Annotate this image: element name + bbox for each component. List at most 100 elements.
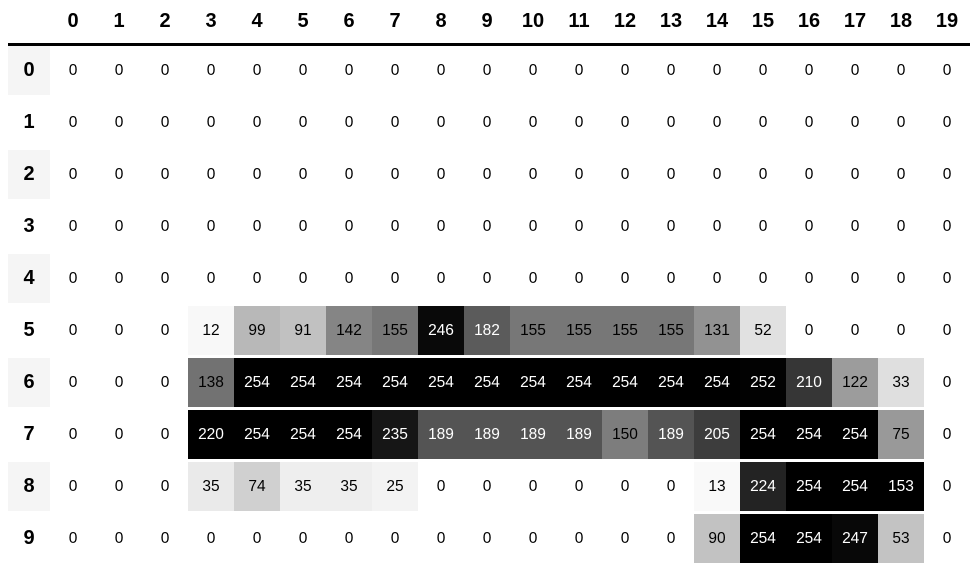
row-header-4: 4 bbox=[8, 252, 50, 306]
heatmap-cell-r2-c16: 0 bbox=[786, 148, 832, 202]
heatmap-cell-r0-c2: 0 bbox=[142, 44, 188, 98]
heatmap-cell-r3-c11: 0 bbox=[556, 200, 602, 254]
heatmap-cell-r6-c0: 0 bbox=[50, 356, 96, 410]
heatmap-cell-r6-c6: 254 bbox=[326, 356, 372, 410]
heatmap-cell-r6-c17: 122 bbox=[832, 356, 878, 410]
heatmap-cell-r1-c3: 0 bbox=[188, 96, 234, 150]
heatmap-cell-r2-c9: 0 bbox=[464, 148, 510, 202]
heatmap-cell-r2-c18: 0 bbox=[878, 148, 924, 202]
heatmap-cell-r5-c15: 52 bbox=[740, 304, 786, 358]
heatmap-cell-r1-c17: 0 bbox=[832, 96, 878, 150]
heatmap-cell-r7-c7: 235 bbox=[372, 408, 418, 462]
heatmap-cell-r9-c16: 254 bbox=[786, 512, 832, 566]
heatmap-cell-r6-c11: 254 bbox=[556, 356, 602, 410]
heatmap-cell-r0-c5: 0 bbox=[280, 44, 326, 98]
heatmap-cell-r3-c8: 0 bbox=[418, 200, 464, 254]
heatmap-cell-r2-c2: 0 bbox=[142, 148, 188, 202]
heatmap-cell-r6-c19: 0 bbox=[924, 356, 970, 410]
heatmap-cell-r0-c17: 0 bbox=[832, 44, 878, 98]
heatmap-cell-r4-c15: 0 bbox=[740, 252, 786, 306]
heatmap-cell-r8-c5: 35 bbox=[280, 460, 326, 514]
heatmap-cell-r1-c6: 0 bbox=[326, 96, 372, 150]
column-header-8: 8 bbox=[418, 0, 464, 46]
heatmap-cell-r6-c15: 252 bbox=[740, 356, 786, 410]
heatmap-cell-r8-c0: 0 bbox=[50, 460, 96, 514]
heatmap-cell-r4-c9: 0 bbox=[464, 252, 510, 306]
heatmap-cell-r9-c4: 0 bbox=[234, 512, 280, 566]
row-header-2: 2 bbox=[8, 148, 50, 202]
heatmap-cell-r9-c11: 0 bbox=[556, 512, 602, 566]
heatmap-cell-r1-c4: 0 bbox=[234, 96, 280, 150]
heatmap-cell-r5-c11: 155 bbox=[556, 304, 602, 358]
heatmap-cell-r2-c17: 0 bbox=[832, 148, 878, 202]
heatmap-cell-r5-c7: 155 bbox=[372, 304, 418, 358]
heatmap-cell-r2-c3: 0 bbox=[188, 148, 234, 202]
heatmap-cell-r2-c19: 0 bbox=[924, 148, 970, 202]
heatmap-cell-r6-c4: 254 bbox=[234, 356, 280, 410]
heatmap-cell-r9-c1: 0 bbox=[96, 512, 142, 566]
heatmap-cell-r6-c10: 254 bbox=[510, 356, 556, 410]
heatmap-cell-r7-c18: 75 bbox=[878, 408, 924, 462]
heatmap-cell-r2-c6: 0 bbox=[326, 148, 372, 202]
column-header-16: 16 bbox=[786, 0, 832, 46]
heatmap-cell-r5-c4: 99 bbox=[234, 304, 280, 358]
heatmap-cell-r0-c9: 0 bbox=[464, 44, 510, 98]
heatmap-cell-r2-c4: 0 bbox=[234, 148, 280, 202]
heatmap-cell-r0-c6: 0 bbox=[326, 44, 372, 98]
heatmap-cell-r1-c16: 0 bbox=[786, 96, 832, 150]
heatmap-cell-r9-c2: 0 bbox=[142, 512, 188, 566]
column-header-10: 10 bbox=[510, 0, 556, 46]
heatmap-cell-r7-c11: 189 bbox=[556, 408, 602, 462]
column-header-7: 7 bbox=[372, 0, 418, 46]
heatmap-cell-r1-c18: 0 bbox=[878, 96, 924, 150]
heatmap-cell-r5-c0: 0 bbox=[50, 304, 96, 358]
heatmap-cell-r6-c12: 254 bbox=[602, 356, 648, 410]
heatmap-cell-r9-c6: 0 bbox=[326, 512, 372, 566]
heatmap-cell-r5-c13: 155 bbox=[648, 304, 694, 358]
heatmap-cell-r7-c1: 0 bbox=[96, 408, 142, 462]
heatmap-cell-r9-c9: 0 bbox=[464, 512, 510, 566]
heatmap-cell-r8-c18: 153 bbox=[878, 460, 924, 514]
row-header-5: 5 bbox=[8, 304, 50, 358]
heatmap-cell-r8-c14: 13 bbox=[694, 460, 740, 514]
heatmap-cell-r1-c10: 0 bbox=[510, 96, 556, 150]
heatmap-cell-r5-c9: 182 bbox=[464, 304, 510, 358]
heatmap-cell-r8-c7: 25 bbox=[372, 460, 418, 514]
heatmap-cell-r2-c12: 0 bbox=[602, 148, 648, 202]
heatmap-cell-r7-c2: 0 bbox=[142, 408, 188, 462]
heatmap-cell-r9-c3: 0 bbox=[188, 512, 234, 566]
heatmap-cell-r6-c9: 254 bbox=[464, 356, 510, 410]
heatmap-cell-r6-c8: 254 bbox=[418, 356, 464, 410]
column-header-9: 9 bbox=[464, 0, 510, 46]
table-row-8: 8 0 0 0 35 74 35 35 25 0 0 0 0 0 0 13 224 254 254 153 0 bbox=[8, 460, 970, 514]
heatmap-cell-r3-c14: 0 bbox=[694, 200, 740, 254]
row-header-0: 0 bbox=[8, 44, 50, 98]
heatmap-cell-r0-c11: 0 bbox=[556, 44, 602, 98]
heatmap-cell-r0-c14: 0 bbox=[694, 44, 740, 98]
column-header-6: 6 bbox=[326, 0, 372, 46]
column-header-row: 0 1 2 3 4 5 6 7 8 9 10 11 12 13 14 15 16 17 18 19 bbox=[8, 0, 970, 46]
heatmap-cell-r7-c17: 254 bbox=[832, 408, 878, 462]
heatmap-cell-r0-c15: 0 bbox=[740, 44, 786, 98]
heatmap-cell-r3-c16: 0 bbox=[786, 200, 832, 254]
heatmap-cell-r1-c5: 0 bbox=[280, 96, 326, 150]
heatmap-cell-r2-c10: 0 bbox=[510, 148, 556, 202]
heatmap-cell-r8-c4: 74 bbox=[234, 460, 280, 514]
heatmap-cell-r4-c2: 0 bbox=[142, 252, 188, 306]
heatmap-cell-r0-c4: 0 bbox=[234, 44, 280, 98]
heatmap-cell-r3-c2: 0 bbox=[142, 200, 188, 254]
heatmap-cell-r7-c10: 189 bbox=[510, 408, 556, 462]
heatmap-cell-r1-c13: 0 bbox=[648, 96, 694, 150]
heatmap-cell-r8-c1: 0 bbox=[96, 460, 142, 514]
heatmap-cell-r6-c13: 254 bbox=[648, 356, 694, 410]
heatmap-cell-r8-c8: 0 bbox=[418, 460, 464, 514]
heatmap-cell-r9-c13: 0 bbox=[648, 512, 694, 566]
heatmap-cell-r9-c0: 0 bbox=[50, 512, 96, 566]
heatmap-cell-r2-c15: 0 bbox=[740, 148, 786, 202]
heatmap-cell-r8-c9: 0 bbox=[464, 460, 510, 514]
heatmap-cell-r3-c6: 0 bbox=[326, 200, 372, 254]
heatmap-cell-r4-c13: 0 bbox=[648, 252, 694, 306]
heatmap-cell-r2-c11: 0 bbox=[556, 148, 602, 202]
